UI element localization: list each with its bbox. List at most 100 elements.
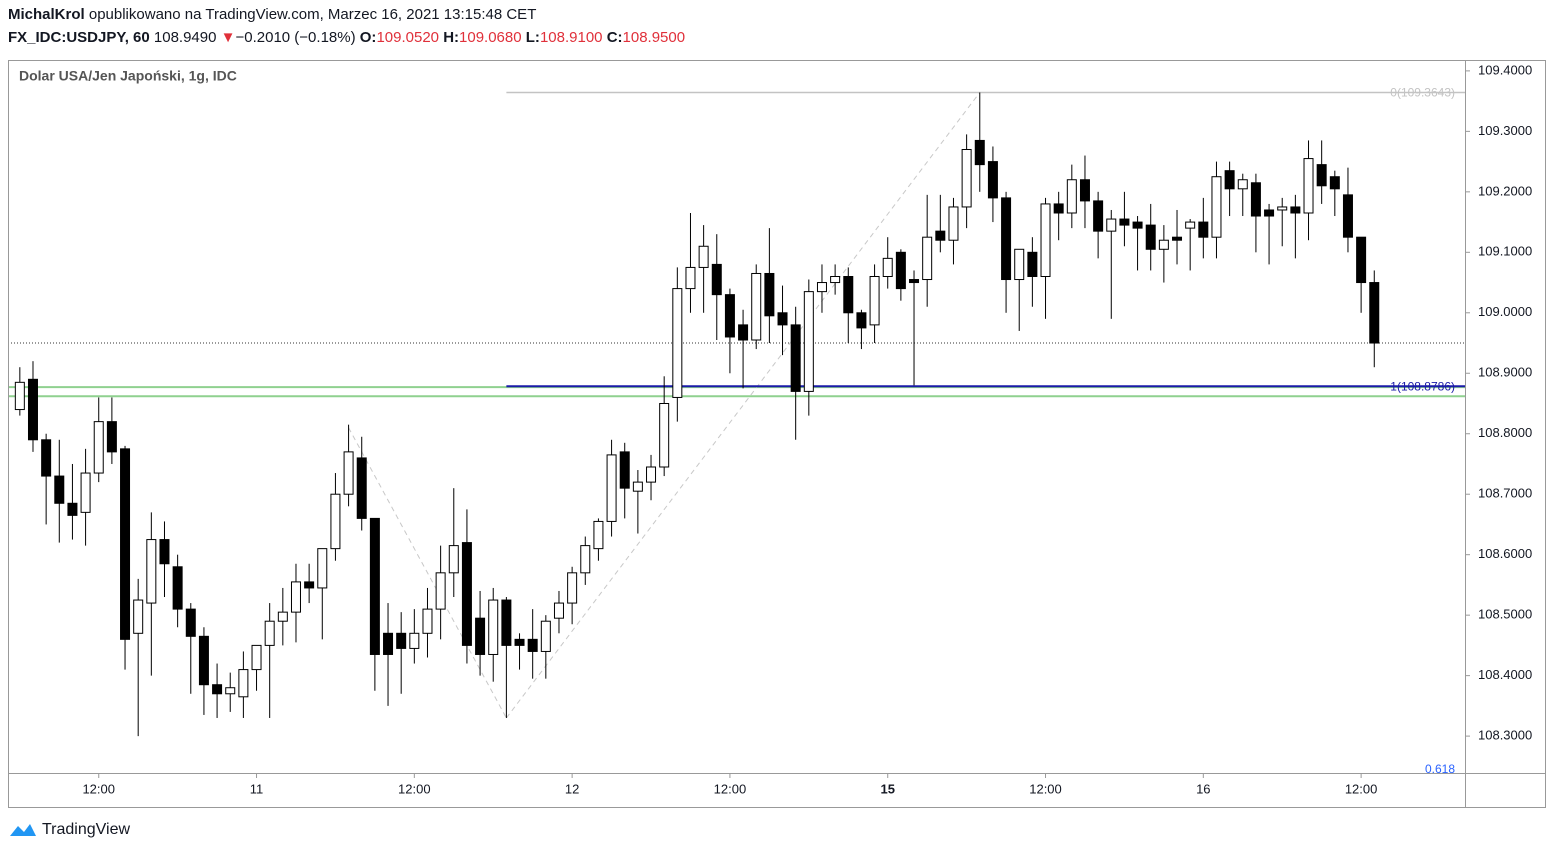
y-tick-label: 108.3000 <box>1478 728 1532 743</box>
candle-body <box>264 620 275 646</box>
last: 108.9490 <box>153 29 217 46</box>
candle-body <box>1198 221 1209 238</box>
y-tick-label: 109.4000 <box>1478 62 1532 77</box>
candle-body <box>317 548 328 589</box>
candle-body <box>1224 170 1235 190</box>
candle-body <box>80 472 91 513</box>
candle-body <box>435 572 446 610</box>
candle-body <box>1250 182 1261 217</box>
candle-body <box>987 161 998 199</box>
candle-body <box>882 257 893 278</box>
x-tick-label: 16 <box>1196 781 1210 796</box>
candle-body <box>409 632 420 649</box>
candle-body <box>632 481 643 492</box>
candle-body <box>830 276 841 284</box>
candle-body <box>1303 158 1314 214</box>
y-tick-label: 108.8000 <box>1478 425 1532 440</box>
c: 108.9500 <box>622 29 686 46</box>
candle-body <box>922 236 933 281</box>
logo <box>10 824 36 836</box>
l: 108.9100 <box>539 29 603 46</box>
candle-body <box>909 279 920 284</box>
candle-body <box>120 448 131 640</box>
x-tick-label: 12:00 <box>82 781 115 796</box>
candle-body <box>895 251 906 290</box>
candle-body <box>1014 248 1025 281</box>
candle-body <box>553 602 564 619</box>
candle-body <box>185 608 196 637</box>
candle-body <box>1290 206 1301 214</box>
x-tick-label: 12:00 <box>1345 781 1378 796</box>
candle-body <box>172 566 183 610</box>
candle-body <box>67 502 78 516</box>
candle-body <box>1277 206 1288 211</box>
o: 109.0520 <box>376 29 440 46</box>
candle-body <box>238 669 249 698</box>
candle-body <box>1172 236 1183 241</box>
candle-body <box>159 539 170 565</box>
chart: Dolar USA/Jen Japoński, 1g, IDC 0(109.36… <box>8 60 1546 808</box>
header-line-1: MichalKrol opublikowano na TradingView.c… <box>8 6 536 23</box>
candle-body <box>1145 224 1156 250</box>
brand: TradingView <box>42 821 131 838</box>
candle-body <box>448 545 459 574</box>
candle-body <box>1369 282 1380 344</box>
candle-body <box>133 599 144 634</box>
trend-line <box>505 92 981 719</box>
y-tick-label: 109.0000 <box>1478 304 1532 319</box>
o-label: O: <box>359 29 377 46</box>
candle-body <box>422 608 433 634</box>
candle-body <box>619 451 630 489</box>
candle-body <box>672 288 683 398</box>
candle-body <box>698 245 709 268</box>
candle-body <box>869 276 880 326</box>
candle-body <box>1053 203 1064 214</box>
candle-body <box>356 457 367 519</box>
candle-body <box>567 572 578 604</box>
candle-body <box>1237 179 1248 190</box>
candle-body <box>277 611 288 622</box>
candle-body <box>593 520 604 550</box>
candle-body <box>659 402 670 468</box>
x-tick-label: 12:00 <box>714 781 747 796</box>
x-tick-label: 12 <box>565 781 579 796</box>
candle-body <box>1264 209 1275 217</box>
candle-body <box>527 638 538 652</box>
y-tick-label: 108.7000 <box>1478 486 1532 501</box>
y-tick-label: 108.9000 <box>1478 365 1532 380</box>
candle-body <box>304 581 315 589</box>
fib-extra-label: 0.618 <box>1425 762 1455 776</box>
y-tick-label: 109.2000 <box>1478 183 1532 198</box>
candle-body <box>1342 194 1353 238</box>
candle-body <box>751 272 762 341</box>
x-tick-label: 12:00 <box>398 781 431 796</box>
candle-body <box>1329 176 1340 190</box>
candle-body <box>1027 251 1038 278</box>
candle-body <box>580 545 591 574</box>
symbol: FX_IDC:USDJPY, 60 <box>8 29 150 46</box>
candle-body <box>1066 179 1077 214</box>
candle-body <box>14 381 25 411</box>
candle-body <box>369 517 380 655</box>
candle-body <box>724 294 735 338</box>
candle-body <box>540 620 551 652</box>
published: opublikowano na TradingView.com, Marzec … <box>88 6 537 23</box>
y-tick-label: 109.1000 <box>1478 244 1532 259</box>
x-tick-label: 11 <box>250 781 264 796</box>
candle-body <box>330 493 341 550</box>
author: MichalKrol <box>8 6 85 23</box>
candle-body <box>961 149 972 208</box>
candle-body <box>1106 218 1117 232</box>
h: 109.0680 <box>459 29 522 46</box>
candle-body <box>396 632 407 649</box>
frame <box>8 60 1546 808</box>
candle-body <box>606 454 617 522</box>
candle-body <box>646 466 657 483</box>
candle-body <box>27 378 38 441</box>
candle-body <box>1079 179 1090 202</box>
trend-line <box>348 427 507 719</box>
candle-body <box>803 291 814 392</box>
candle-body <box>816 282 827 293</box>
header-line-2: FX_IDC:USDJPY, 60 108.9490 ▼−0.2010 (−0.… <box>8 29 685 46</box>
